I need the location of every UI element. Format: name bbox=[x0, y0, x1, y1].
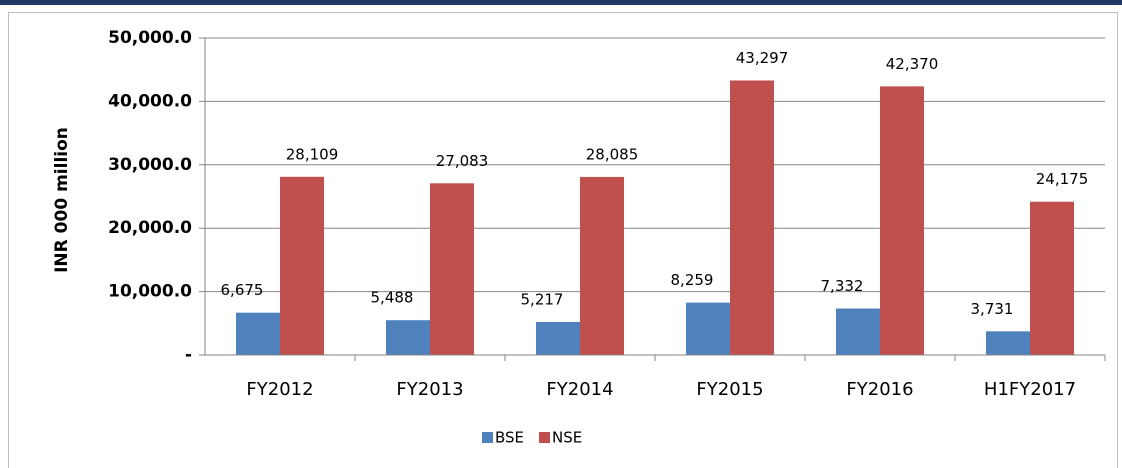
bar bbox=[1030, 201, 1074, 355]
data-label: 7,332 bbox=[821, 277, 864, 295]
legend-label: BSE bbox=[495, 429, 524, 447]
legend-label: NSE bbox=[552, 429, 582, 447]
x-tick-label: H1FY2017 bbox=[984, 379, 1076, 400]
data-label: 5,217 bbox=[521, 290, 564, 308]
bar bbox=[236, 312, 280, 355]
y-tick-label: 50,000.0 bbox=[108, 28, 192, 48]
data-label: 42,370 bbox=[886, 55, 939, 73]
bar bbox=[280, 176, 324, 355]
x-tick-label: FY2016 bbox=[846, 379, 913, 400]
bar bbox=[536, 321, 580, 355]
bar bbox=[686, 302, 730, 355]
bar bbox=[986, 331, 1030, 355]
x-tick-label: FY2012 bbox=[246, 379, 313, 400]
data-label: 28,109 bbox=[286, 145, 339, 163]
x-tick-label: FY2013 bbox=[396, 379, 463, 400]
bar bbox=[386, 320, 430, 355]
data-label: 5,488 bbox=[371, 289, 414, 307]
legend-swatch bbox=[539, 432, 550, 443]
data-label: 6,675 bbox=[221, 281, 264, 299]
y-tick-label: 20,000.0 bbox=[108, 218, 192, 238]
top-bar bbox=[0, 0, 1122, 5]
legend-swatch bbox=[482, 432, 493, 443]
data-label: 27,083 bbox=[436, 152, 489, 170]
data-label: 43,297 bbox=[736, 49, 789, 67]
bar bbox=[880, 86, 924, 355]
chart-frame bbox=[8, 12, 1118, 468]
bar bbox=[430, 183, 474, 355]
x-tick-label: FY2015 bbox=[696, 379, 763, 400]
x-tick-label: FY2014 bbox=[546, 379, 613, 400]
data-label: 24,175 bbox=[1036, 170, 1089, 188]
y-tick-label: 30,000.0 bbox=[108, 155, 192, 175]
bar bbox=[730, 80, 774, 356]
data-label: 28,085 bbox=[586, 145, 639, 163]
data-label: 8,259 bbox=[671, 271, 714, 289]
bar bbox=[836, 308, 880, 355]
y-tick-label: 10,000.0 bbox=[108, 282, 192, 302]
bar bbox=[580, 176, 624, 355]
data-label: 3,731 bbox=[971, 300, 1014, 318]
y-tick-label: - bbox=[185, 345, 192, 365]
y-tick-label: 40,000.0 bbox=[108, 91, 192, 111]
y-axis-label: INR 000 million bbox=[52, 127, 72, 273]
